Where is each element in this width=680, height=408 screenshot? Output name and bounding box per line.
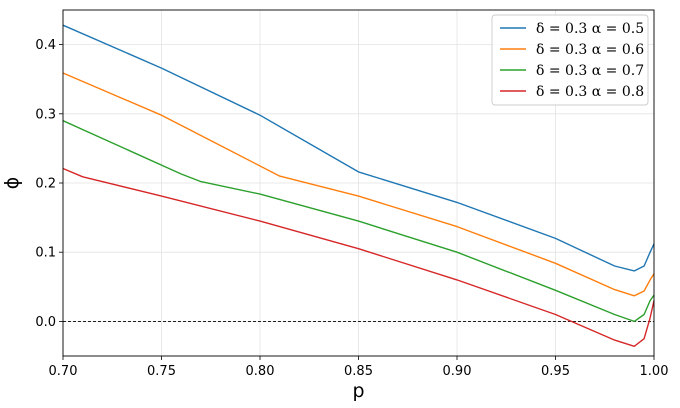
x-axis-ticks: 0.70 0.75 0.80 0.85 0.90 0.95 1.00 [49,356,669,379]
legend-label-3: δ = 0.3 α = 0.7 [536,63,644,79]
x-tick-label: 1.00 [640,364,669,379]
x-tick-label: 0.75 [147,364,176,379]
x-tick-label: 0.95 [541,364,570,379]
x-tick-label: 0.70 [49,364,78,379]
legend-box [491,14,649,106]
y-tick-label: 0.4 [35,38,56,53]
y-tick-label: 0.1 [35,246,56,261]
series-line-1 [62,24,655,272]
series-line-3 [62,120,655,323]
x-tick-label: 0.90 [443,364,472,379]
series-line-4 [62,167,655,347]
y-axis-ticks: 0.0 0.1 0.2 0.3 0.4 [35,38,63,330]
legend-label-2: δ = 0.3 α = 0.6 [536,42,644,58]
x-tick-label: 0.85 [344,364,373,379]
y-tick-label: 0.3 [35,107,56,122]
legend-label-1: δ = 0.3 α = 0.5 [536,21,644,37]
y-axis-title: ϕ [1,177,23,190]
series-lines [62,24,655,347]
y-tick-label: 0.0 [35,315,56,330]
y-tick-label: 0.2 [35,177,56,192]
legend-label-4: δ = 0.3 α = 0.8 [536,84,644,100]
x-tick-label: 0.80 [246,364,275,379]
legend: δ = 0.3 α = 0.5 δ = 0.3 α = 0.6 δ = 0.3 α … [491,14,649,106]
series-line-2 [62,72,655,297]
x-axis-title: p [352,380,364,402]
